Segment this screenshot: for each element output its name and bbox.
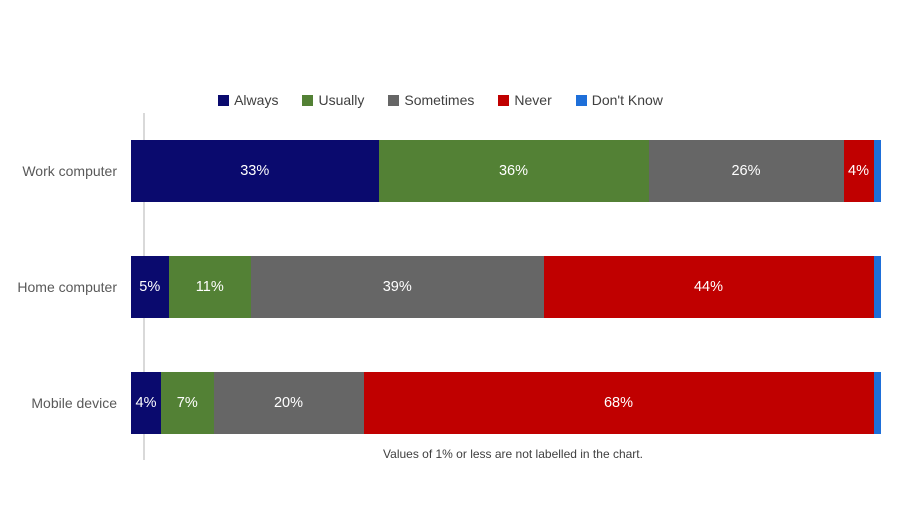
bar-segment-sometimes: 39% xyxy=(251,256,544,318)
bar-segment-usually: 7% xyxy=(161,372,214,434)
category-label-work-computer: Work computer xyxy=(22,163,117,179)
chart-row-home-computer: Home computer 5% 11% 39% 44% xyxy=(0,256,881,318)
bar-segment-usually: 36% xyxy=(378,140,649,202)
bar-segment-usually: 11% xyxy=(168,256,251,318)
legend-item-don-t-know: Don't Know xyxy=(575,92,663,108)
legend-label-usually: Usually xyxy=(318,92,365,108)
bar-segment-never: 4% xyxy=(843,140,874,202)
legend-label-don-t-know: Don't Know xyxy=(591,92,663,108)
bar-segment-always: 5% xyxy=(131,256,169,318)
category-label-mobile-device: Mobile device xyxy=(31,395,117,411)
chart-footnote: Values of 1% or less are not labelled in… xyxy=(383,447,643,461)
stacked-bar-mobile-device: 4% 7% 20% 68% xyxy=(131,372,881,434)
legend-item-never: Never xyxy=(498,92,552,108)
legend-item-always: Always xyxy=(218,92,278,108)
bar-segment-sometimes: 20% xyxy=(213,372,364,434)
bar-segment-never: 68% xyxy=(363,372,874,434)
stacked-bar-home-computer: 5% 11% 39% 44% xyxy=(131,256,881,318)
chart-rows: Work computer 33% 36% 26% 4% Home computer 5% 1… xyxy=(0,140,881,434)
legend-swatch-sometimes xyxy=(388,94,400,106)
category-label-home-computer: Home computer xyxy=(17,279,117,295)
legend-item-usually: Usually xyxy=(302,92,364,108)
bar-segment-sometimes: 26% xyxy=(648,140,844,202)
legend-swatch-always xyxy=(218,94,230,106)
bar-segment-always: 4% xyxy=(131,372,161,434)
bar-segment-don-t-know xyxy=(873,140,881,202)
bar-segment-don-t-know xyxy=(873,256,881,318)
legend-label-sometimes: Sometimes xyxy=(404,92,475,108)
chart-legend: Always Usually Sometimes Never Don't Know xyxy=(0,92,881,108)
legend-label-never: Never xyxy=(514,92,552,108)
bar-segment-don-t-know xyxy=(873,372,881,434)
legend-item-sometimes: Sometimes xyxy=(388,92,474,108)
bar-segment-always: 33% xyxy=(131,140,379,202)
legend-label-always: Always xyxy=(234,92,279,108)
legend-swatch-never xyxy=(498,94,510,106)
stacked-bar-work-computer: 33% 36% 26% 4% xyxy=(131,140,881,202)
legend-swatch-usually xyxy=(302,94,314,106)
bar-segment-never: 44% xyxy=(543,256,874,318)
chart-row-mobile-device: Mobile device 4% 7% 20% 68% xyxy=(0,372,881,434)
legend-swatch-don-t-know xyxy=(575,94,587,106)
chart-row-work-computer: Work computer 33% 36% 26% 4% xyxy=(0,140,881,202)
